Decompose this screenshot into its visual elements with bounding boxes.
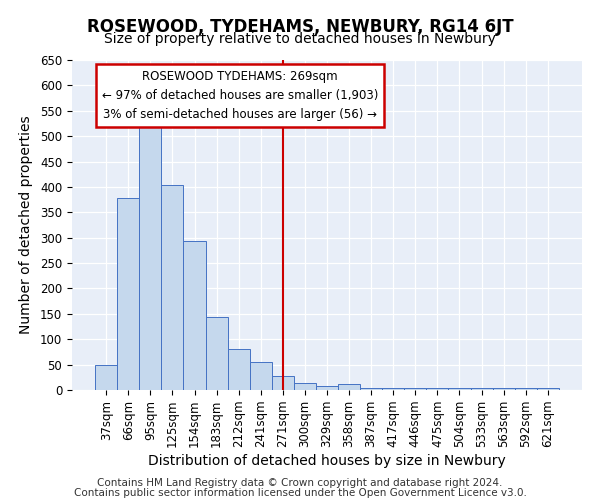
Text: Size of property relative to detached houses in Newbury: Size of property relative to detached ho…: [104, 32, 496, 46]
Text: ROSEWOOD TYDEHAMS: 269sqm
← 97% of detached houses are smaller (1,903)
3% of sem: ROSEWOOD TYDEHAMS: 269sqm ← 97% of detac…: [102, 70, 379, 121]
Y-axis label: Number of detached properties: Number of detached properties: [19, 116, 33, 334]
Text: ROSEWOOD, TYDEHAMS, NEWBURY, RG14 6JT: ROSEWOOD, TYDEHAMS, NEWBURY, RG14 6JT: [86, 18, 514, 36]
Bar: [470, 388, 493, 390]
Bar: [316, 386, 338, 390]
Bar: [360, 388, 382, 390]
Bar: [493, 388, 515, 390]
Bar: [95, 364, 117, 390]
Bar: [404, 388, 427, 390]
X-axis label: Distribution of detached houses by size in Newbury: Distribution of detached houses by size …: [148, 454, 506, 468]
Bar: [515, 388, 537, 390]
Bar: [537, 388, 559, 390]
Bar: [250, 362, 272, 390]
Bar: [117, 198, 139, 390]
Bar: [338, 384, 360, 390]
Bar: [227, 350, 250, 390]
Text: Contains HM Land Registry data © Crown copyright and database right 2024.: Contains HM Land Registry data © Crown c…: [97, 478, 503, 488]
Bar: [161, 186, 184, 390]
Bar: [294, 384, 316, 390]
Bar: [139, 126, 161, 390]
Text: Contains public sector information licensed under the Open Government Licence v3: Contains public sector information licen…: [74, 488, 526, 498]
Bar: [382, 388, 404, 390]
Bar: [448, 388, 470, 390]
Bar: [272, 376, 294, 390]
Bar: [184, 241, 206, 390]
Bar: [427, 388, 448, 390]
Bar: [206, 318, 227, 390]
